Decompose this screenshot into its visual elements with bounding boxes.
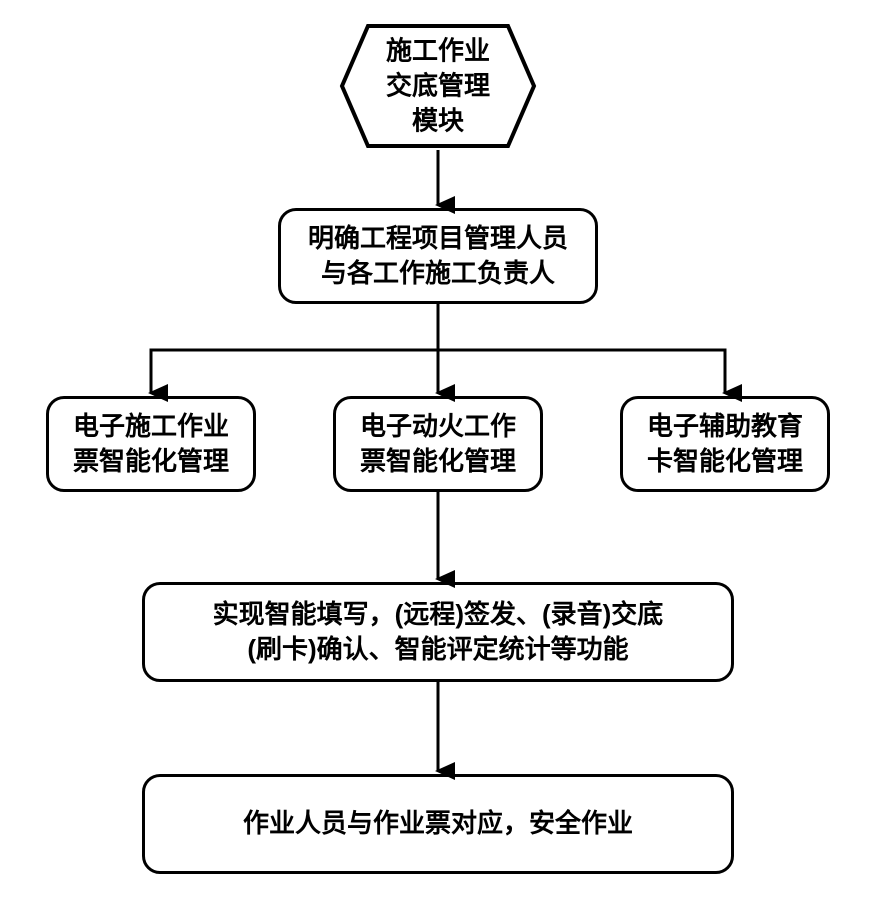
node-n6-label: 实现智能填写，(远程)签发、(录音)交底(刷卡)确认、智能评定统计等功能 bbox=[213, 597, 664, 667]
node-n3: 电子施工作业票智能化管理 bbox=[46, 396, 256, 492]
node-n2-label: 明确工程项目管理人员与各工作施工负责人 bbox=[308, 221, 568, 291]
node-n7: 作业人员与作业票对应，安全作业 bbox=[142, 774, 734, 874]
node-n7-label: 作业人员与作业票对应，安全作业 bbox=[243, 806, 633, 841]
node-n4-label: 电子动火工作票智能化管理 bbox=[360, 409, 516, 479]
node-n5-label: 电子辅助教育卡智能化管理 bbox=[647, 409, 803, 479]
node-hexagon: 施工作业交底管理模块 bbox=[338, 22, 538, 150]
node-n5: 电子辅助教育卡智能化管理 bbox=[620, 396, 830, 492]
node-n4: 电子动火工作票智能化管理 bbox=[333, 396, 543, 492]
node-n6: 实现智能填写，(远程)签发、(录音)交底(刷卡)确认、智能评定统计等功能 bbox=[142, 582, 734, 682]
node-n1-label: 施工作业交底管理模块 bbox=[338, 33, 538, 138]
node-n2: 明确工程项目管理人员与各工作施工负责人 bbox=[278, 208, 598, 304]
node-n3-label: 电子施工作业票智能化管理 bbox=[73, 409, 229, 479]
